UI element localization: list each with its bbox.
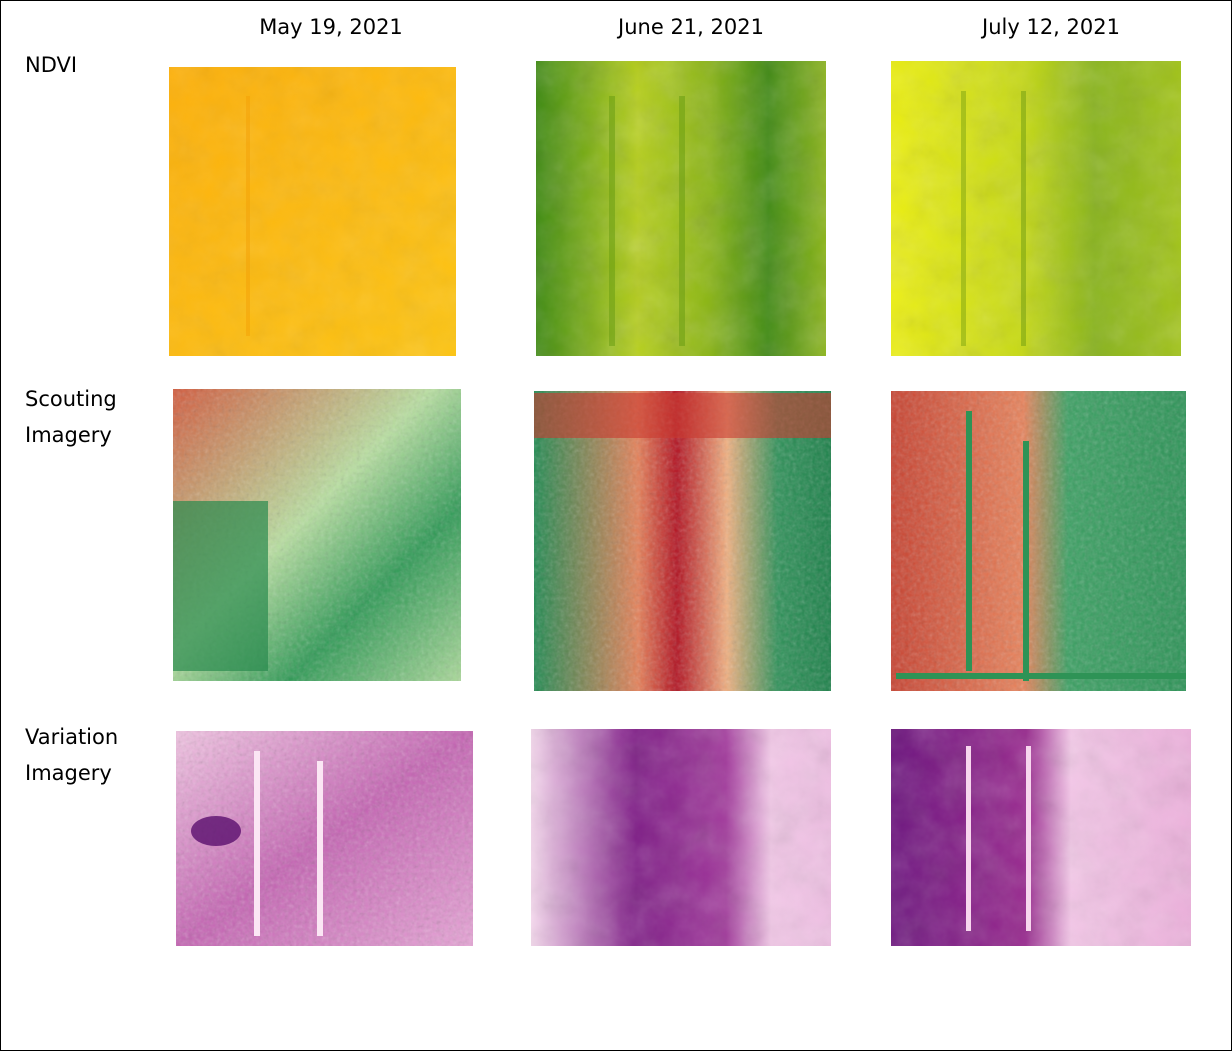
image-variation-july [891, 729, 1191, 946]
image-scouting-june [534, 391, 831, 691]
image-variation-may [176, 731, 473, 946]
image-scouting-may [173, 389, 461, 681]
image-ndvi-july [891, 61, 1181, 356]
image-ndvi-june [536, 61, 826, 356]
image-scouting-july [891, 391, 1186, 691]
image-ndvi-may [169, 67, 456, 356]
figure: May 19, 2021 June 21, 2021 July 12, 2021… [0, 0, 1232, 1051]
image-grid [1, 1, 1232, 1052]
image-variation-june [531, 729, 831, 946]
